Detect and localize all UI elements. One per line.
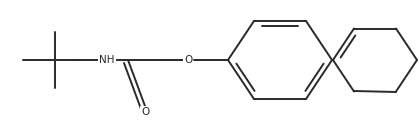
Text: NH: NH bbox=[99, 55, 115, 65]
Text: O: O bbox=[184, 55, 192, 65]
Text: O: O bbox=[141, 107, 149, 117]
